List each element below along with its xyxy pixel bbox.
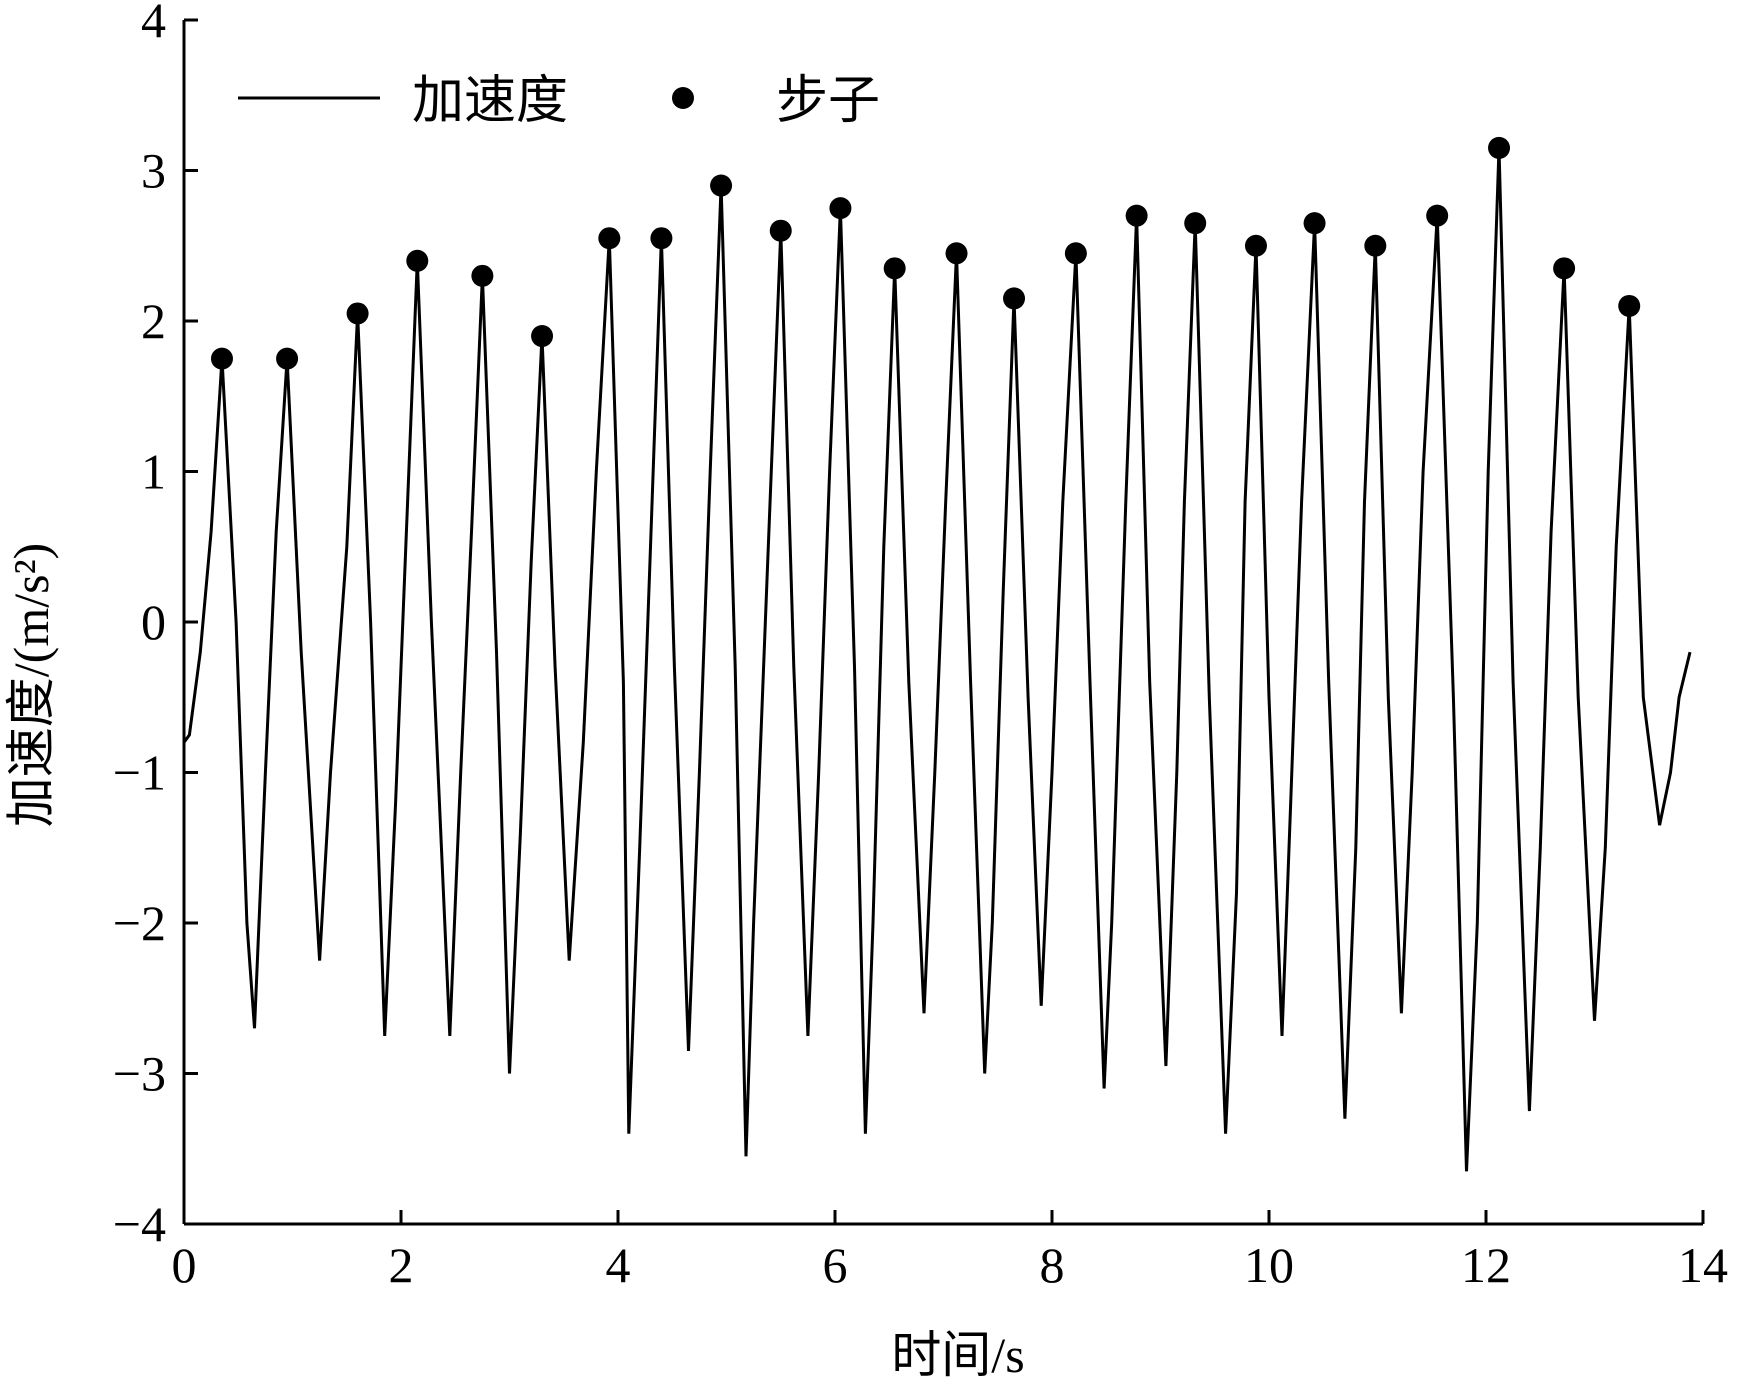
step-point [406, 249, 429, 272]
step-point [883, 257, 906, 280]
step-point [471, 264, 494, 287]
step-point [1488, 136, 1511, 159]
step-point [276, 347, 299, 370]
step-point [1125, 204, 1148, 227]
step-point [710, 174, 733, 197]
legend-label-acceleration: 加速度 [412, 73, 568, 130]
step-series [210, 136, 1641, 370]
x-tick-label: 2 [389, 1237, 414, 1293]
x-tick-label: 0 [172, 1237, 197, 1293]
step-point [346, 302, 369, 325]
step-point [1618, 294, 1641, 317]
acceleration-line [182, 147, 1692, 1172]
x-tick-label: 4 [606, 1237, 631, 1293]
step-point [1003, 287, 1026, 310]
legend-label-steps: 步子 [776, 73, 880, 130]
step-point [769, 219, 792, 242]
step-point [1553, 257, 1576, 280]
y-tick-label: 1 [141, 444, 166, 500]
x-tick-label: 10 [1244, 1237, 1294, 1293]
legend: 加速度 步子 [238, 73, 880, 130]
x-axis-ticks: 0 2 4 6 8 10 12 14 [172, 1210, 1728, 1293]
step-point [1426, 204, 1449, 227]
y-tick-label: −3 [113, 1046, 166, 1102]
step-point [1364, 234, 1387, 257]
step-point [210, 347, 233, 370]
y-axis-title: 加速度/(m/s²) [3, 543, 59, 827]
legend-point-symbol [672, 87, 694, 109]
y-tick-label: 0 [141, 594, 166, 650]
step-point [650, 227, 673, 250]
step-point [1303, 212, 1326, 235]
y-tick-label: −1 [113, 745, 166, 801]
step-point [531, 325, 554, 348]
x-tick-label: 14 [1678, 1237, 1728, 1293]
x-axis-title: 时间/s [891, 1327, 1024, 1381]
x-tick-label: 8 [1040, 1237, 1065, 1293]
y-tick-label: −2 [113, 895, 166, 951]
step-point [1064, 242, 1087, 265]
step-point [945, 242, 968, 265]
x-tick-label: 12 [1461, 1237, 1511, 1293]
step-point [1184, 212, 1207, 235]
x-tick-label: 6 [823, 1237, 848, 1293]
y-tick-label: −4 [113, 1196, 166, 1252]
y-tick-label: 4 [141, 0, 166, 48]
y-tick-label: 3 [141, 143, 166, 199]
y-tick-label: 2 [141, 293, 166, 349]
step-point [598, 227, 621, 250]
step-point [829, 197, 852, 220]
plot-frame [182, 20, 1703, 1226]
acceleration-series [182, 147, 1692, 1172]
step-point [1244, 234, 1267, 257]
y-axis-ticks: 4 3 2 1 0 −1 −2 −3 −4 [113, 0, 198, 1252]
